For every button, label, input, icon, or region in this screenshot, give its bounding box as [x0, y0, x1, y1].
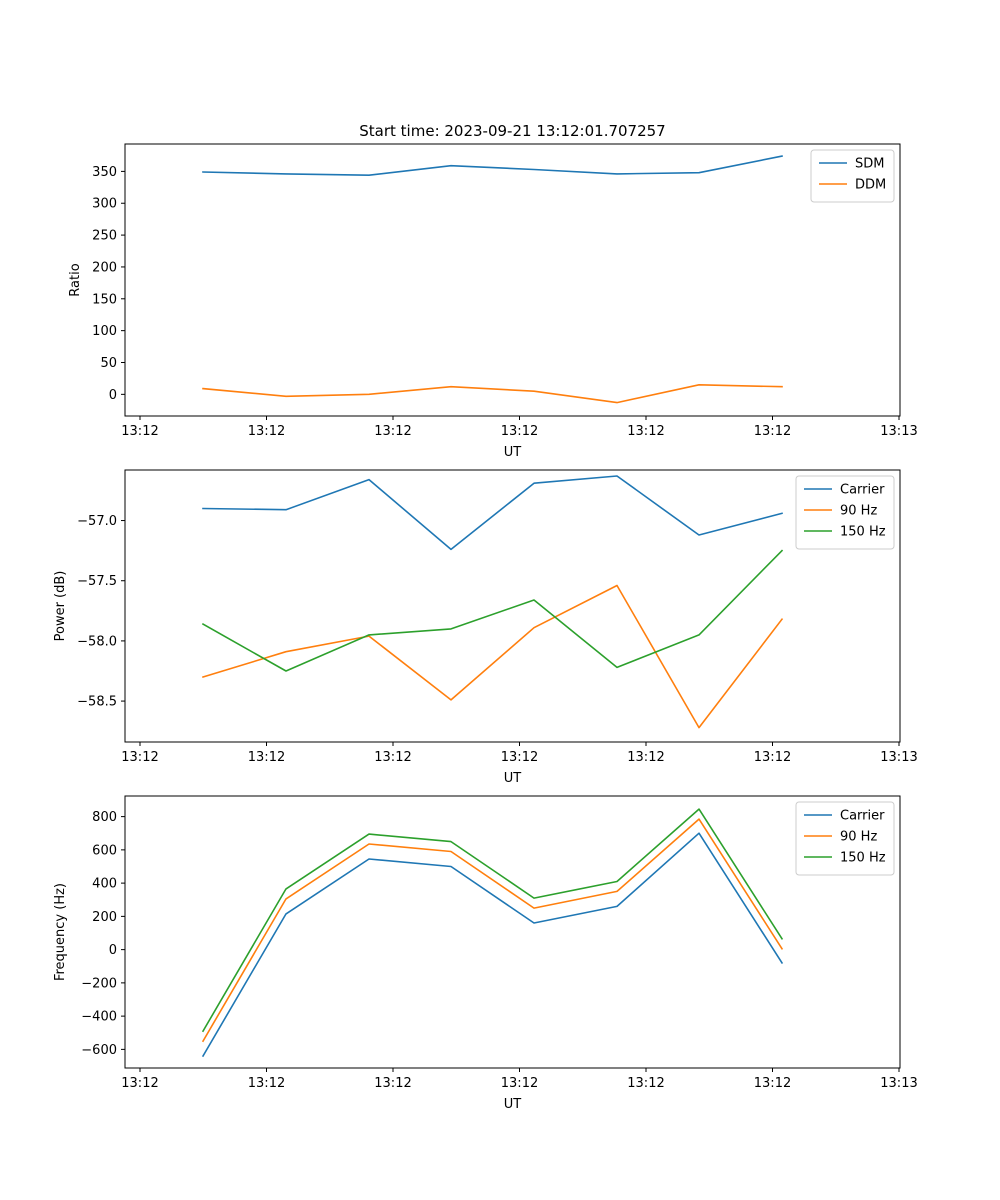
y-tick-label: 200: [92, 910, 117, 925]
x-tick-label: 13:12: [501, 424, 538, 439]
x-axis-label: UT: [504, 771, 522, 786]
legend-label-90-hz: 90 Hz: [840, 504, 877, 519]
y-tick-label: −400: [81, 1010, 117, 1025]
x-tick-label: 13:13: [880, 1076, 917, 1091]
y-tick-label: −57.5: [77, 574, 117, 589]
y-axis-label: Frequency (Hz): [53, 883, 68, 981]
legend-label-ddm: DDM: [855, 178, 886, 193]
x-tick-label: 13:12: [627, 1076, 664, 1091]
axes-frame: [124, 143, 901, 417]
legend: Carrier 90 Hz 150 Hz: [795, 475, 895, 550]
y-tick-label: 600: [92, 843, 117, 858]
y-tick-label: 350: [92, 165, 117, 180]
legend: SDM DDM: [810, 149, 895, 203]
x-tick-label: 13:12: [121, 1076, 158, 1091]
y-tick-label: 400: [92, 877, 117, 892]
x-tick-label: 13:12: [374, 1076, 411, 1091]
x-axis-label: UT: [504, 1097, 522, 1112]
y-tick-label: −58.0: [77, 634, 117, 649]
series-line-150-hz: [201, 808, 784, 1033]
chart-title: Start time: 2023-09-21 13:12:01.707257: [359, 122, 665, 140]
axes-frame: [124, 469, 901, 743]
x-tick-label: 13:12: [374, 750, 411, 765]
y-tick-label: 150: [92, 292, 117, 307]
x-tick-label: 13:12: [754, 750, 791, 765]
x-tick-label: 13:13: [880, 424, 917, 439]
y-tick-label: −58.5: [77, 695, 117, 710]
y-tick-label: 250: [92, 229, 117, 244]
x-tick-label: 13:12: [248, 424, 285, 439]
y-tick-label: 300: [92, 197, 117, 212]
x-tick-label: 13:12: [374, 424, 411, 439]
x-tick-label: 13:12: [248, 750, 285, 765]
series-line-carrier: [201, 832, 784, 1058]
y-tick-label: −200: [81, 976, 117, 991]
legend-label-90-hz: 90 Hz: [840, 830, 877, 845]
series-line-90-hz: [201, 818, 784, 1043]
y-tick-label: 0: [109, 388, 117, 403]
x-axis-label: UT: [504, 445, 522, 460]
x-tick-label: 13:12: [754, 1076, 791, 1091]
y-tick-label: −57.0: [77, 514, 117, 529]
x-tick-label: 13:12: [754, 424, 791, 439]
series-line-90-hz: [202, 584, 784, 729]
legend-label-sdm: SDM: [855, 157, 884, 172]
legend-label-150-hz: 150 Hz: [840, 851, 886, 866]
series-line-150-hz: [201, 549, 784, 672]
x-tick-label: 13:12: [121, 424, 158, 439]
x-tick-label: 13:13: [880, 750, 917, 765]
y-tick-label: −600: [81, 1043, 117, 1058]
y-tick-label: 200: [92, 260, 117, 275]
y-tick-label: 100: [92, 324, 117, 339]
series-line-ddm: [202, 383, 783, 404]
x-tick-label: 13:12: [627, 424, 664, 439]
power-panel: 13:12 13:12 13:12 13:12 13:12 13:12 13:13 −57.0…: [53, 469, 918, 786]
x-tick-label: 13:12: [248, 1076, 285, 1091]
y-tick-label: 50: [100, 356, 117, 371]
legend-label-150-hz: 150 Hz: [840, 525, 886, 540]
x-tick-label: 13:12: [627, 750, 664, 765]
legend-label-carrier: Carrier: [840, 483, 885, 498]
series-line-carrier: [202, 475, 783, 551]
frequency-panel: 13:12 13:12 13:12 13:12 13:12 13:12 13:13 −600 −…: [53, 795, 918, 1112]
axes-frame: [124, 795, 901, 1069]
y-axis-label: Power (dB): [53, 571, 68, 642]
y-axis-label: Ratio: [68, 263, 83, 296]
series-line-sdm: [202, 155, 783, 176]
ratio-panel: 13:12 13:12 13:12 13:12 13:12 13:12 13:13 0 50 10…: [68, 143, 918, 460]
legend-label-carrier: Carrier: [840, 809, 885, 824]
y-tick-label: 800: [92, 810, 117, 825]
x-tick-label: 13:12: [501, 1076, 538, 1091]
legend: Carrier 90 Hz 150 Hz: [795, 801, 895, 876]
y-tick-label: 0: [109, 943, 117, 958]
x-tick-label: 13:12: [121, 750, 158, 765]
x-tick-label: 13:12: [501, 750, 538, 765]
